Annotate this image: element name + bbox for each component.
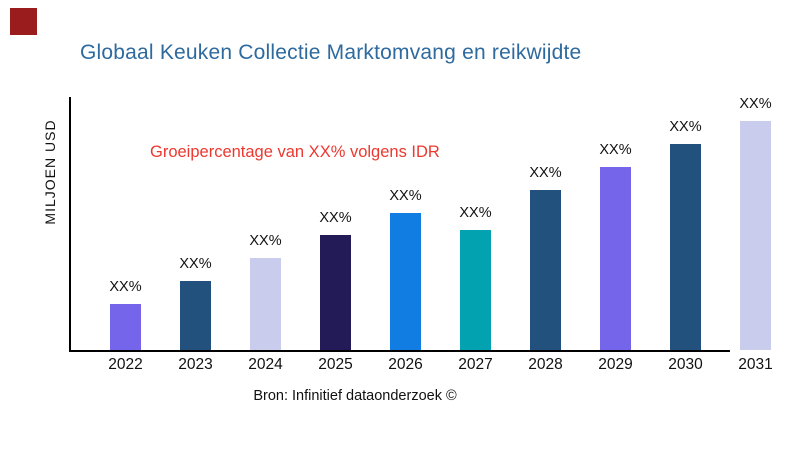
x-tick-label-2024: 2024 <box>248 356 283 373</box>
x-tick-label-2030: 2030 <box>668 356 703 373</box>
bar-2027 <box>460 230 491 350</box>
bar-value-label-2027: XX% <box>459 205 492 221</box>
bar-value-label-2029: XX% <box>599 142 632 158</box>
x-axis-line <box>69 350 730 352</box>
bar-value-label-2030: XX% <box>669 119 702 135</box>
bar-2026 <box>390 213 421 350</box>
bar-2024 <box>250 258 281 350</box>
bar-2022 <box>110 304 141 350</box>
bar-2025 <box>320 235 351 350</box>
y-axis-label-text: MILJOEN USD <box>42 119 58 225</box>
y-axis-line <box>69 97 71 352</box>
bar-2029 <box>600 167 631 350</box>
bar-value-label-2024: XX% <box>249 233 282 249</box>
x-tick-label-2031: 2031 <box>738 356 773 373</box>
source-note: Bron: Infinitief dataonderzoek © <box>253 388 457 404</box>
bar-2031 <box>740 121 771 350</box>
bar-value-label-2022: XX% <box>109 279 142 295</box>
x-tick-label-2026: 2026 <box>388 356 423 373</box>
chart-title: Globaal Keuken Collectie Marktomvang en … <box>80 41 582 64</box>
bar-2028 <box>530 190 561 350</box>
bar-value-label-2028: XX% <box>529 165 562 181</box>
x-tick-label-2022: 2022 <box>108 356 143 373</box>
bar-value-label-2026: XX% <box>389 188 422 204</box>
x-tick-label-2029: 2029 <box>598 356 633 373</box>
bar-value-label-2025: XX% <box>319 210 352 226</box>
growth-annotation: Groeipercentage van XX% volgens IDR <box>150 143 440 161</box>
bar-2030 <box>670 144 701 350</box>
x-tick-label-2027: 2027 <box>458 356 493 373</box>
logo-mark <box>10 8 37 35</box>
bar-value-label-2023: XX% <box>179 256 212 272</box>
x-tick-label-2023: 2023 <box>178 356 213 373</box>
x-tick-label-2025: 2025 <box>318 356 353 373</box>
x-tick-label-2028: 2028 <box>528 356 563 373</box>
bar-2023 <box>180 281 211 350</box>
bar-value-label-2031: XX% <box>739 96 772 112</box>
